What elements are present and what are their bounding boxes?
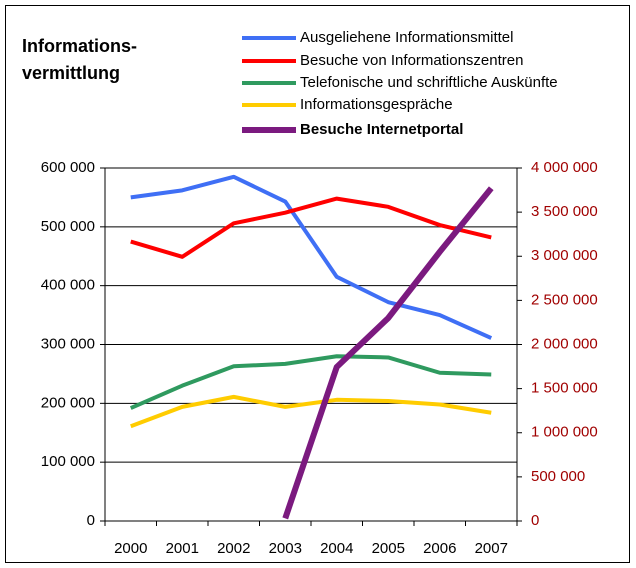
series-line <box>129 354 492 410</box>
legend-label: Besuche Internetportal <box>300 121 463 138</box>
chart-title: Informations- <box>22 36 137 56</box>
x-tick-label: 2006 <box>423 540 456 557</box>
y2-tick-label: 500 000 <box>531 468 585 485</box>
x-tick-label: 2002 <box>217 540 250 557</box>
x-tick-label: 2000 <box>114 540 147 557</box>
series-line <box>130 394 492 429</box>
y2-tick-label: 4 000 000 <box>531 159 598 176</box>
x-tick-label: 2005 <box>372 540 405 557</box>
y-tick-label: 600 000 <box>41 159 95 176</box>
legend-label: Besuche von Informationszentren <box>300 52 523 69</box>
x-tick-label: 2004 <box>320 540 353 557</box>
y2-tick-label: 3 500 000 <box>531 203 598 220</box>
y2-tick-label: 0 <box>531 512 539 529</box>
x-tick-label: 2003 <box>269 540 302 557</box>
y-tick-label: 0 <box>87 512 95 529</box>
y-tick-label: 500 000 <box>41 218 95 235</box>
y2-tick-label: 1 000 000 <box>531 424 598 441</box>
x-tick-label: 2001 <box>166 540 199 557</box>
x-tick-label: 2007 <box>475 540 508 557</box>
series-line <box>130 174 493 340</box>
y2-tick-label: 2 000 000 <box>531 335 598 352</box>
series-line <box>130 196 492 259</box>
legend-label: Telefonische und schriftliche Auskünfte <box>300 74 558 91</box>
y-tick-label: 200 000 <box>41 394 95 411</box>
y2-tick-label: 2 500 000 <box>531 291 598 308</box>
chart-frame <box>5 5 630 563</box>
chart-title: vermittlung <box>22 63 120 83</box>
y-tick-label: 300 000 <box>41 335 95 352</box>
y-tick-label: 100 000 <box>41 453 95 470</box>
y-tick-label: 400 000 <box>41 277 95 294</box>
legend-label: Ausgeliehene Informationsmittel <box>300 29 513 46</box>
legend-label: Informationsgespräche <box>300 96 453 113</box>
y2-tick-label: 3 000 000 <box>531 247 598 264</box>
y2-tick-label: 1 500 000 <box>531 380 598 397</box>
series-line <box>282 186 494 520</box>
